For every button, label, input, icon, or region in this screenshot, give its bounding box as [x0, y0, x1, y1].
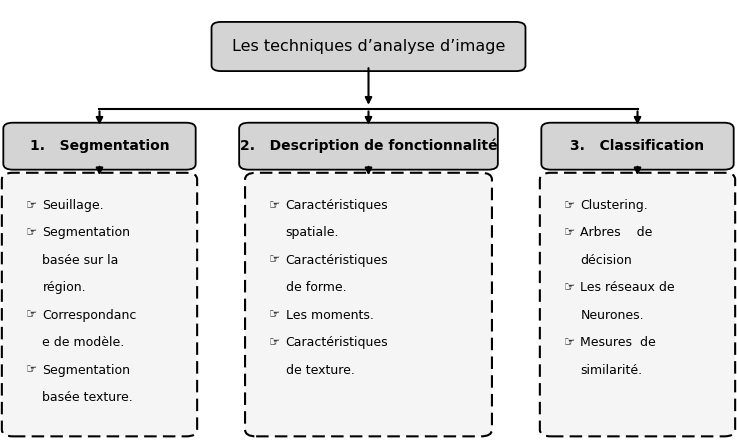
Text: Segmentation: Segmentation — [43, 364, 130, 377]
FancyBboxPatch shape — [539, 173, 735, 436]
Text: ☞: ☞ — [565, 226, 576, 239]
FancyBboxPatch shape — [2, 173, 198, 436]
Text: basée texture.: basée texture. — [43, 391, 133, 404]
FancyBboxPatch shape — [245, 173, 492, 436]
Text: ☞: ☞ — [565, 336, 576, 349]
Text: similarité.: similarité. — [581, 364, 643, 377]
Text: ☞: ☞ — [270, 309, 281, 322]
FancyBboxPatch shape — [239, 123, 498, 170]
Text: Mesures  de: Mesures de — [581, 336, 656, 349]
Text: de texture.: de texture. — [286, 364, 354, 377]
Text: de forme.: de forme. — [286, 281, 346, 294]
Text: Clustering.: Clustering. — [581, 199, 648, 212]
Text: 2.   Description de fonctionnalité: 2. Description de fonctionnalité — [240, 139, 497, 153]
Text: région.: région. — [43, 281, 86, 294]
Text: Seuillage.: Seuillage. — [43, 199, 104, 212]
Text: Caractéristiques: Caractéristiques — [286, 336, 388, 349]
Text: Caractéristiques: Caractéristiques — [286, 254, 388, 267]
Text: spatiale.: spatiale. — [286, 226, 339, 239]
FancyBboxPatch shape — [541, 123, 734, 170]
Text: Segmentation: Segmentation — [43, 226, 130, 239]
Text: ☞: ☞ — [270, 254, 281, 267]
Text: 1.   Segmentation: 1. Segmentation — [29, 139, 170, 153]
Text: ☞: ☞ — [565, 199, 576, 212]
Text: Les moments.: Les moments. — [286, 309, 374, 322]
Text: décision: décision — [581, 254, 632, 267]
Text: Caractéristiques: Caractéristiques — [286, 199, 388, 212]
Text: Neurones.: Neurones. — [581, 309, 644, 322]
Text: basée sur la: basée sur la — [43, 254, 119, 267]
Text: Arbres    de: Arbres de — [581, 226, 653, 239]
Text: ☞: ☞ — [565, 281, 576, 294]
Text: Les techniques d’analyse d’image: Les techniques d’analyse d’image — [232, 39, 505, 54]
Text: ☞: ☞ — [27, 309, 38, 322]
Text: Les réseaux de: Les réseaux de — [581, 281, 675, 294]
Text: 3.   Classification: 3. Classification — [570, 139, 705, 153]
Text: ☞: ☞ — [27, 364, 38, 377]
FancyBboxPatch shape — [212, 22, 525, 71]
Text: Correspondanc: Correspondanc — [43, 309, 137, 322]
Text: ☞: ☞ — [270, 199, 281, 212]
Text: ☞: ☞ — [27, 199, 38, 212]
Text: e de modèle.: e de modèle. — [43, 336, 125, 349]
FancyBboxPatch shape — [4, 123, 196, 170]
Text: ☞: ☞ — [27, 226, 38, 239]
Text: ☞: ☞ — [270, 336, 281, 349]
